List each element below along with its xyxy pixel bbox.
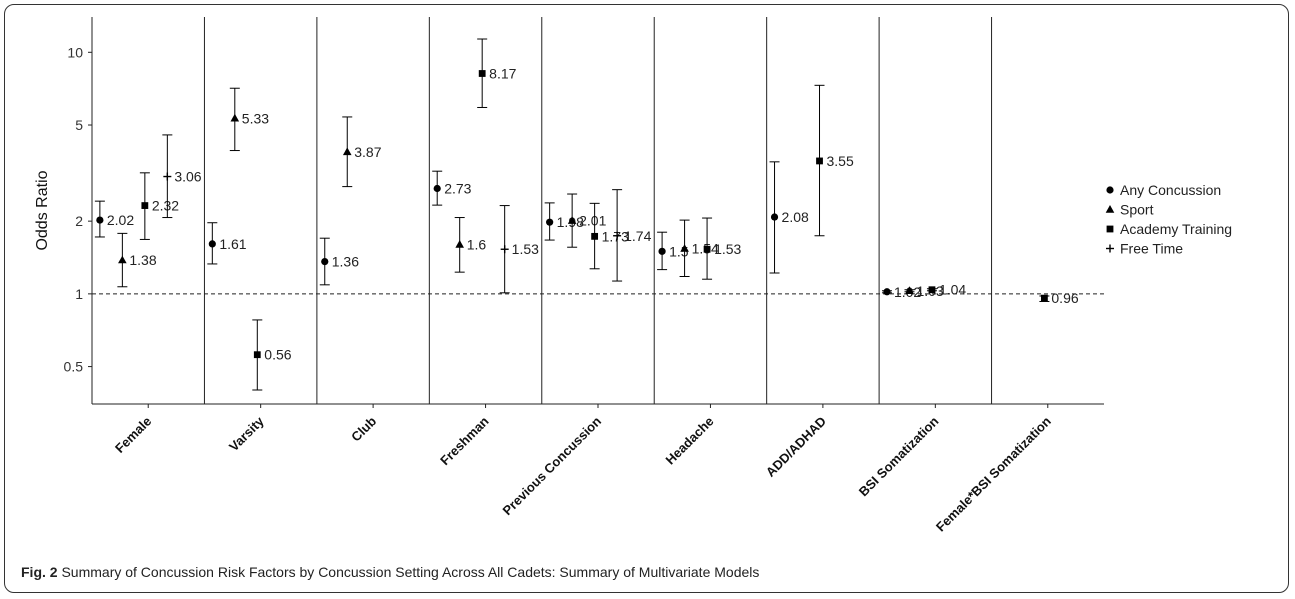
data-point: 3.06	[162, 134, 202, 219]
figure-frame	[4, 4, 1289, 593]
square-marker	[816, 157, 823, 165]
data-label: 2.32	[152, 198, 179, 214]
odds-ratio-chart: 0.5 1 2 5 10 Odds Ratio Female Varsity Club Fresh…	[34, 17, 1232, 534]
square-marker	[703, 245, 711, 253]
x-tick-label: ADD/ADHAD	[763, 414, 829, 480]
triangle-marker	[567, 216, 577, 224]
y-tick-label: 5	[75, 117, 83, 133]
circle-marker	[321, 258, 329, 266]
data-point: 1.04	[926, 282, 966, 298]
x-tick-label: Female	[112, 414, 154, 456]
data-point: 1.36	[319, 237, 359, 286]
legend-item: Academy Training	[1106, 221, 1232, 237]
y-tick-label: 2	[75, 213, 83, 229]
data-point: 1.38	[117, 232, 157, 288]
circle-marker	[1106, 186, 1114, 194]
data-label: 2.73	[444, 181, 471, 197]
data-label: 1.74	[624, 228, 651, 244]
square-marker	[1041, 294, 1048, 302]
x-tick-label: Club	[348, 413, 379, 444]
data-point: 2.01	[567, 193, 607, 248]
circle-marker	[208, 240, 216, 248]
triangle-marker	[905, 286, 914, 294]
data-label: 2.08	[782, 209, 809, 225]
data-point: 1.61	[207, 222, 247, 265]
square-marker	[253, 351, 261, 359]
data-label: 3.06	[174, 169, 201, 185]
y-tick-label: 10	[67, 44, 83, 60]
circle-marker	[658, 247, 666, 255]
circle-marker	[546, 218, 554, 226]
square-marker	[591, 232, 599, 240]
data-label: 0.96	[1051, 290, 1078, 306]
circle-marker	[883, 288, 891, 296]
triangle-marker	[680, 244, 689, 252]
data-point: 3.55	[814, 84, 854, 237]
data-label: 8.17	[489, 66, 516, 82]
data-label: 5.33	[242, 110, 269, 126]
data-label: 1.53	[714, 241, 741, 257]
y-tick-label: 1	[75, 286, 83, 302]
data-label: 0.56	[264, 347, 291, 363]
data-label: 1.38	[129, 252, 156, 268]
data-point: 2.73	[432, 170, 472, 206]
circle-marker	[433, 184, 441, 193]
data-label: 1.36	[332, 254, 359, 270]
x-tick-label: BSI Somatization	[856, 413, 942, 499]
data-point: 2.32	[139, 172, 179, 240]
x-tick-label: Freshman	[437, 413, 492, 468]
triangle-marker	[455, 240, 464, 248]
legend-label: Any Concussion	[1120, 182, 1221, 198]
data-label: 1.53	[512, 241, 539, 257]
data-point: 1.74	[612, 189, 652, 282]
data-label: 1.61	[219, 236, 246, 252]
triangle-marker	[118, 255, 127, 264]
data-point: 2.08	[769, 161, 809, 274]
square-marker	[928, 286, 936, 294]
x-tick-label: Varsity	[226, 413, 267, 454]
figure-caption-label: Fig. 2	[21, 564, 58, 580]
x-tick-label: Headache	[663, 414, 717, 468]
data-point: 5.33	[229, 87, 269, 152]
y-axis-label: Odds Ratio	[34, 170, 51, 250]
triangle-marker	[342, 147, 352, 156]
legend-item: Any Concussion	[1106, 182, 1221, 198]
triangle-marker	[230, 113, 240, 122]
data-point: 0.56	[252, 319, 292, 391]
square-marker	[141, 202, 149, 209]
data-label: 3.87	[354, 144, 381, 160]
legend-item: Sport	[1105, 202, 1154, 218]
data-label: 2.01	[579, 213, 606, 229]
square-marker	[1106, 225, 1114, 233]
y-tick-label: 0.5	[64, 359, 84, 375]
data-label: 1.6	[467, 237, 487, 253]
figure-caption-text: Summary of Concussion Risk Factors by Co…	[61, 564, 760, 580]
data-point: 3.87	[342, 116, 382, 188]
legend-label: Sport	[1120, 202, 1154, 218]
circle-marker	[96, 216, 104, 224]
data-point: 2.02	[94, 200, 134, 238]
data-point: 1.53	[499, 205, 539, 294]
data-point: 1.6	[454, 217, 487, 273]
data-label: 1.04	[939, 282, 966, 298]
data-point: 0.96	[1039, 290, 1079, 306]
data-point: 1.53	[702, 217, 742, 280]
legend-label: Free Time	[1120, 241, 1183, 257]
circle-marker	[770, 213, 779, 221]
data-point: 8.17	[477, 38, 517, 108]
x-tick-label: Previous Concussion	[500, 413, 605, 518]
square-marker	[478, 70, 486, 77]
x-tick-label: Female*BSI Somatization	[933, 413, 1054, 534]
legend-item: Free Time	[1106, 241, 1183, 257]
figure-caption: Fig. 2 Summary of Concussion Risk Factor…	[21, 564, 759, 580]
triangle-marker	[1105, 205, 1115, 213]
data-label: 3.55	[827, 153, 854, 169]
data-label: 2.02	[107, 212, 134, 228]
legend-label: Academy Training	[1120, 221, 1232, 237]
